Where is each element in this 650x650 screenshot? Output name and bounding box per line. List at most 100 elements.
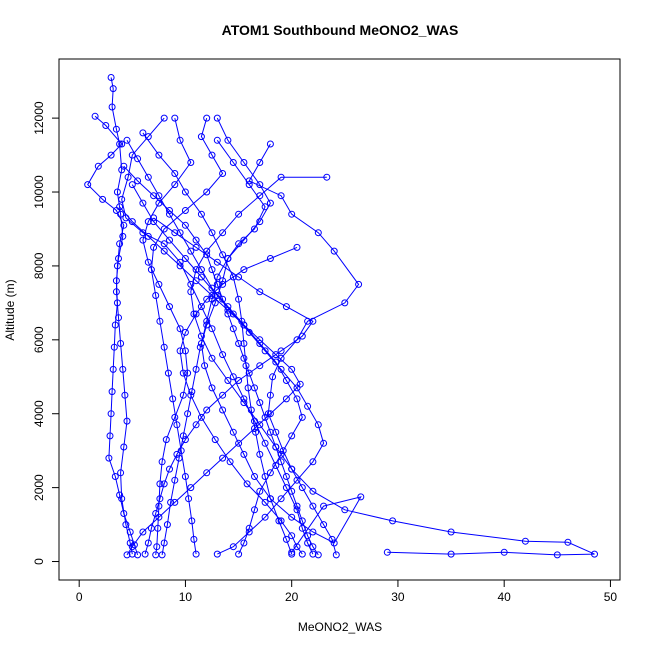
data-point xyxy=(166,465,173,473)
data-point xyxy=(160,114,168,122)
data-point xyxy=(171,498,179,506)
data-point xyxy=(240,266,248,274)
data-point xyxy=(117,210,125,218)
data-point xyxy=(272,351,280,359)
data-point xyxy=(164,369,172,377)
data-point xyxy=(139,528,147,536)
data-point xyxy=(181,473,189,480)
data-point xyxy=(219,454,227,462)
series xyxy=(116,203,304,559)
data-point xyxy=(160,225,168,233)
data-point xyxy=(266,391,274,399)
data-point xyxy=(256,192,264,200)
data-point xyxy=(219,280,227,288)
data-point xyxy=(184,410,192,418)
data-point xyxy=(160,343,168,351)
data-point xyxy=(320,502,328,510)
data-point xyxy=(155,151,163,159)
data-point xyxy=(256,450,264,458)
data-point xyxy=(99,195,107,203)
series-line xyxy=(161,140,266,555)
data-point xyxy=(320,439,328,447)
data-point xyxy=(107,74,115,81)
data-point xyxy=(256,159,264,166)
data-point xyxy=(272,358,280,366)
data-point xyxy=(173,421,181,429)
data-point xyxy=(251,473,258,480)
data-point xyxy=(272,428,280,436)
data-point xyxy=(213,114,221,122)
series xyxy=(118,114,317,558)
data-point xyxy=(341,299,349,307)
data-point xyxy=(176,347,184,355)
data-point xyxy=(309,502,317,510)
data-point xyxy=(181,328,189,336)
data-point xyxy=(173,450,181,458)
data-point xyxy=(144,218,152,226)
data-point xyxy=(282,303,290,311)
data-point xyxy=(235,273,243,281)
data-point xyxy=(141,550,149,558)
data-point xyxy=(293,336,301,344)
data-point xyxy=(116,240,124,248)
data-point xyxy=(245,524,253,532)
data-point xyxy=(176,258,184,266)
data-point xyxy=(201,362,209,370)
data-point xyxy=(128,550,136,558)
data-point xyxy=(108,388,116,396)
data-point xyxy=(147,266,155,274)
data-point xyxy=(171,181,179,189)
data-point xyxy=(224,136,232,144)
data-point xyxy=(91,112,99,120)
data-point xyxy=(139,129,147,137)
data-point xyxy=(219,295,227,303)
data-point xyxy=(107,151,115,159)
data-point xyxy=(229,159,237,166)
data-point xyxy=(123,551,131,559)
data-point xyxy=(181,255,189,262)
data-point xyxy=(208,384,216,392)
data-point xyxy=(203,251,211,259)
y-tick-label: 0 xyxy=(32,558,46,565)
data-point xyxy=(128,181,136,189)
data-point xyxy=(120,162,128,170)
data-point xyxy=(158,458,166,466)
data-point xyxy=(256,399,264,407)
y-tick-label: 2000 xyxy=(32,474,46,501)
data-point xyxy=(256,487,264,495)
data-point xyxy=(110,343,118,351)
data-point xyxy=(213,280,221,288)
data-point xyxy=(288,465,296,473)
data-point xyxy=(181,207,189,214)
data-point xyxy=(256,336,264,344)
data-point xyxy=(109,85,117,93)
data-point xyxy=(235,439,243,447)
data-point xyxy=(107,410,115,418)
data-point xyxy=(256,340,264,347)
data-point xyxy=(176,262,184,270)
data-point xyxy=(245,177,253,185)
data-point xyxy=(203,317,211,325)
y-tick-label: 10000 xyxy=(32,175,46,209)
data-point xyxy=(261,513,269,521)
data-point xyxy=(160,240,168,248)
data-point xyxy=(130,541,138,549)
data-point xyxy=(293,502,301,510)
data-point xyxy=(144,173,152,181)
data-point xyxy=(219,170,227,177)
data-point xyxy=(266,140,274,148)
x-axis: 0 10 20 30 40 50 xyxy=(76,579,617,604)
data-point xyxy=(293,543,301,551)
data-point xyxy=(521,537,529,545)
data-point xyxy=(118,140,126,148)
data-point xyxy=(229,428,237,436)
data-point xyxy=(229,310,237,318)
data-point xyxy=(160,247,168,255)
data-point xyxy=(113,262,121,270)
data-point xyxy=(293,476,301,484)
data-point xyxy=(111,321,119,329)
data-point xyxy=(169,395,177,403)
data-point xyxy=(197,133,205,141)
data-point xyxy=(134,155,142,163)
data-point xyxy=(117,469,125,477)
